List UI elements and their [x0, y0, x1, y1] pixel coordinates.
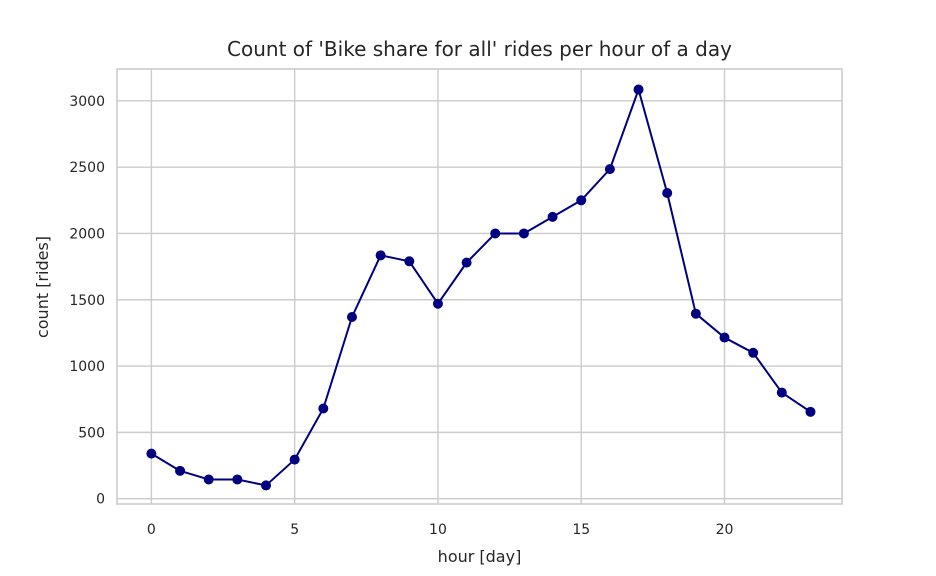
data-point: [576, 195, 587, 206]
data-point: [318, 403, 329, 414]
x-tick-label: 15: [572, 522, 590, 538]
data-point: [662, 188, 673, 199]
y-tick-label: 3000: [69, 94, 105, 110]
data-point: [232, 474, 243, 485]
data-point: [690, 308, 701, 319]
data-point: [633, 84, 644, 95]
y-tick-label: 1500: [69, 293, 105, 309]
data-point: [805, 406, 816, 417]
y-tick-labels: 0 500 1000 1500 2000 2500 3000: [69, 94, 105, 508]
y-tick-label: 2500: [69, 160, 105, 176]
x-tick-labels: 0 5 10 15 20: [147, 522, 733, 538]
x-tick-label: 20: [716, 522, 734, 538]
y-tick-label: 500: [78, 425, 105, 441]
data-point: [289, 454, 300, 465]
data-point: [175, 465, 186, 476]
y-tick-label: 2000: [69, 226, 105, 242]
data-point: [203, 474, 214, 485]
data-point: [146, 448, 157, 459]
x-tick-label: 10: [429, 522, 447, 538]
y-axis-label: count [rides]: [33, 236, 52, 338]
series-group: [146, 84, 816, 491]
data-point: [604, 164, 615, 175]
data-point: [719, 332, 730, 343]
x-tick-label: 5: [290, 522, 299, 538]
plot-frame: [116, 68, 843, 505]
data-point: [547, 211, 558, 222]
data-point: [261, 480, 272, 491]
data-point: [404, 256, 415, 267]
data-point: [776, 387, 787, 398]
y-tick-label: 0: [96, 492, 105, 508]
x-gridlines: [150, 69, 726, 504]
data-point: [518, 228, 529, 239]
chart-title: Count of 'Bike share for all' rides per …: [227, 37, 732, 61]
x-tick-label: 0: [147, 522, 156, 538]
data-point: [375, 250, 386, 261]
data-point: [432, 298, 443, 309]
y-gridlines: [117, 100, 842, 500]
x-axis-label: hour [day]: [438, 547, 522, 566]
data-point: [748, 347, 759, 358]
data-point: [461, 257, 472, 268]
y-tick-label: 1000: [69, 359, 105, 375]
data-point: [346, 312, 357, 323]
plot-background: [117, 69, 842, 504]
data-point: [490, 228, 501, 239]
